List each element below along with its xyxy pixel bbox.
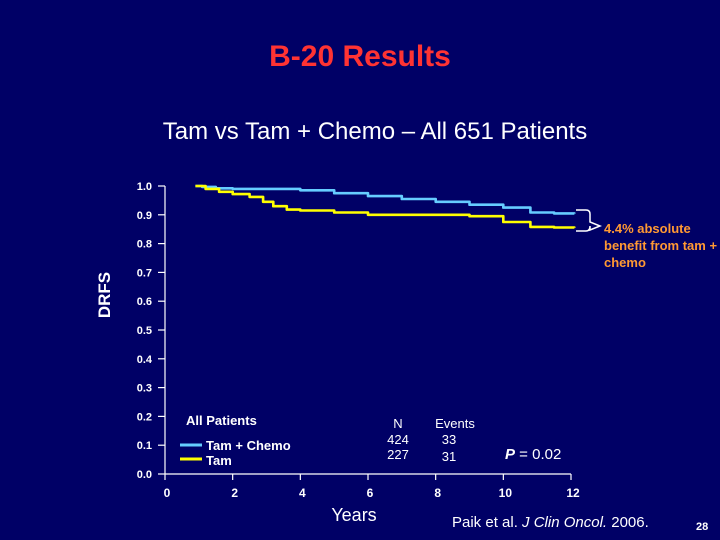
slide-number: 28 bbox=[696, 521, 709, 533]
curves-group bbox=[195, 184, 576, 229]
slide-title: B-20 Results bbox=[269, 40, 451, 73]
benefit-annotation: 4.4% absolute benefit from tam + chemo bbox=[604, 221, 718, 270]
y-axis-title: DRFS bbox=[95, 272, 114, 318]
legend-n-tam: 227 bbox=[387, 447, 409, 462]
y-tick-label: 0.1 bbox=[137, 440, 152, 452]
y-tick-label: 1.0 bbox=[137, 181, 152, 193]
y-tick-label: 0.9 bbox=[137, 210, 152, 222]
x-tick-label: 6 bbox=[367, 486, 374, 500]
y-tick-label: 0.6 bbox=[137, 296, 152, 308]
legend-label-tam: Tam bbox=[206, 453, 232, 468]
legend-events-tam: 31 bbox=[442, 449, 456, 464]
y-tick-label: 0.0 bbox=[137, 469, 152, 481]
legend-title: All Patients bbox=[186, 413, 257, 428]
citation: Paik et al. J Clin Oncol. 2006. bbox=[452, 514, 649, 531]
y-tick-label: 0.7 bbox=[137, 267, 152, 279]
citation-journal: J Clin Oncol. bbox=[522, 514, 608, 531]
x-tick-label: 4 bbox=[299, 486, 306, 500]
axes-group: 0.0 0.1 0.2 0.3 0.4 0.5 0.6 0.7 0.8 0.9 1.0 0 2 4 6 8 10… bbox=[137, 181, 580, 500]
citation-year: 2006. bbox=[607, 514, 649, 531]
legend-events-tam-chemo: 33 bbox=[442, 432, 456, 447]
series-line-tam-chemo bbox=[195, 184, 576, 215]
legend-n-header: N bbox=[393, 416, 402, 431]
legend-events-header: Events bbox=[435, 416, 475, 431]
p-number: = 0.02 bbox=[515, 446, 561, 463]
y-tick-label: 0.3 bbox=[137, 383, 152, 395]
x-tick-label: 8 bbox=[434, 486, 441, 500]
x-tick-label: 0 bbox=[164, 486, 171, 500]
p-label: P bbox=[505, 446, 516, 463]
legend-label-tam-chemo: Tam + Chemo bbox=[206, 438, 291, 453]
series-line-tam bbox=[195, 184, 576, 229]
x-axis-title: Years bbox=[331, 505, 376, 525]
chart-subtitle: Tam vs Tam + Chemo – All 651 Patients bbox=[162, 118, 588, 145]
y-tick-label: 0.2 bbox=[137, 411, 152, 423]
y-tick-label: 0.5 bbox=[137, 325, 152, 337]
citation-authors: Paik et al. bbox=[452, 514, 523, 531]
p-value: P = 0.02 bbox=[505, 446, 561, 463]
x-tick-label: 2 bbox=[231, 486, 238, 500]
benefit-bracket bbox=[576, 209, 603, 232]
y-tick-label: 0.8 bbox=[137, 239, 152, 251]
x-tick-label: 10 bbox=[499, 486, 513, 500]
x-tick-label: 12 bbox=[566, 486, 580, 500]
y-tick-label: 0.4 bbox=[137, 354, 153, 366]
legend-n-tam-chemo: 424 bbox=[387, 432, 409, 447]
